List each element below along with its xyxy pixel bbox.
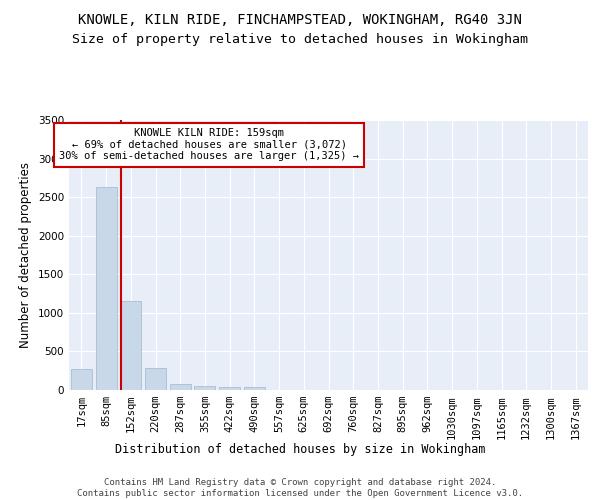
- Text: KNOWLE, KILN RIDE, FINCHAMPSTEAD, WOKINGHAM, RG40 3JN: KNOWLE, KILN RIDE, FINCHAMPSTEAD, WOKING…: [78, 12, 522, 26]
- Text: Contains HM Land Registry data © Crown copyright and database right 2024.
Contai: Contains HM Land Registry data © Crown c…: [77, 478, 523, 498]
- Text: Distribution of detached houses by size in Wokingham: Distribution of detached houses by size …: [115, 442, 485, 456]
- Bar: [71, 369, 92, 390]
- Y-axis label: Number of detached properties: Number of detached properties: [19, 162, 32, 348]
- Bar: [120, 302, 141, 390]
- Text: Size of property relative to detached houses in Wokingham: Size of property relative to detached ho…: [72, 32, 528, 46]
- Bar: [244, 388, 265, 390]
- Bar: [145, 368, 166, 390]
- Bar: [95, 187, 116, 390]
- Bar: [170, 384, 191, 390]
- Bar: [219, 387, 240, 390]
- Bar: [194, 386, 215, 390]
- Text: KNOWLE KILN RIDE: 159sqm
← 69% of detached houses are smaller (3,072)
30% of sem: KNOWLE KILN RIDE: 159sqm ← 69% of detach…: [59, 128, 359, 162]
